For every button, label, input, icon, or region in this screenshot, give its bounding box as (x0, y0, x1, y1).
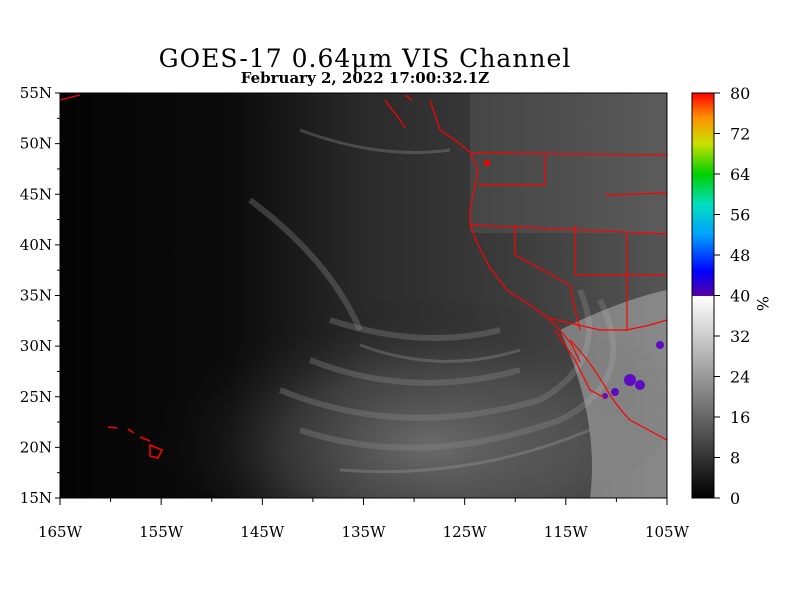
lat-tick-label: 50N (20, 135, 52, 153)
colorbar-tick-label: 48 (730, 246, 750, 265)
colorbar-tick-label: 0 (730, 489, 740, 508)
latitude-axis: 55N 50N 45N 40N 35N 30N 25N 20N 15N (20, 84, 60, 507)
chart-subtitle: February 2, 2022 17:00:32.1Z (240, 69, 490, 87)
colorbar-tick-label: 40 (730, 287, 750, 306)
colorbar-tick-label: 8 (730, 449, 740, 468)
colorbar-tick-label: 24 (730, 368, 750, 387)
colorbar-tick-label: 72 (730, 125, 750, 144)
lat-tick-label: 40N (20, 236, 52, 254)
lon-tick-label: 145W (240, 523, 285, 541)
chart-title: GOES-17 0.64μm VIS Channel (158, 44, 572, 73)
lat-tick-label: 20N (20, 438, 52, 456)
colorbar-gray-segment (692, 296, 714, 498)
colorbar-tick-label: 56 (730, 206, 750, 225)
lon-tick-label: 135W (341, 523, 386, 541)
colorbar-tick-label: 32 (730, 327, 750, 346)
colorbar-tick-label: 64 (730, 165, 750, 184)
satellite-imagery (60, 93, 667, 498)
political-borders (60, 94, 667, 441)
hawaii-islands (107, 426, 164, 459)
lon-tick-label: 165W (38, 523, 83, 541)
lat-tick-label: 35N (20, 287, 52, 305)
lat-tick-label: 30N (20, 337, 52, 355)
colorbar-tick-label: 16 (730, 408, 750, 427)
lat-tick-label: 55N (20, 84, 52, 102)
puget-sound-marker (484, 160, 490, 166)
lon-tick-label: 115W (544, 523, 589, 541)
colorbar-color-segment (692, 93, 714, 296)
colorbar-tick-label: 80 (730, 84, 750, 103)
lat-tick-label: 25N (20, 388, 52, 406)
lon-tick-label: 125W (443, 523, 488, 541)
longitude-axis: 165W 155W 145W 135W 125W 115W 105W (38, 498, 690, 541)
lon-tick-label: 155W (139, 523, 184, 541)
colorbar-unit: % (753, 296, 772, 311)
lat-tick-label: 45N (20, 185, 52, 203)
lon-tick-label: 105W (645, 523, 690, 541)
lat-tick-label: 15N (20, 489, 52, 507)
